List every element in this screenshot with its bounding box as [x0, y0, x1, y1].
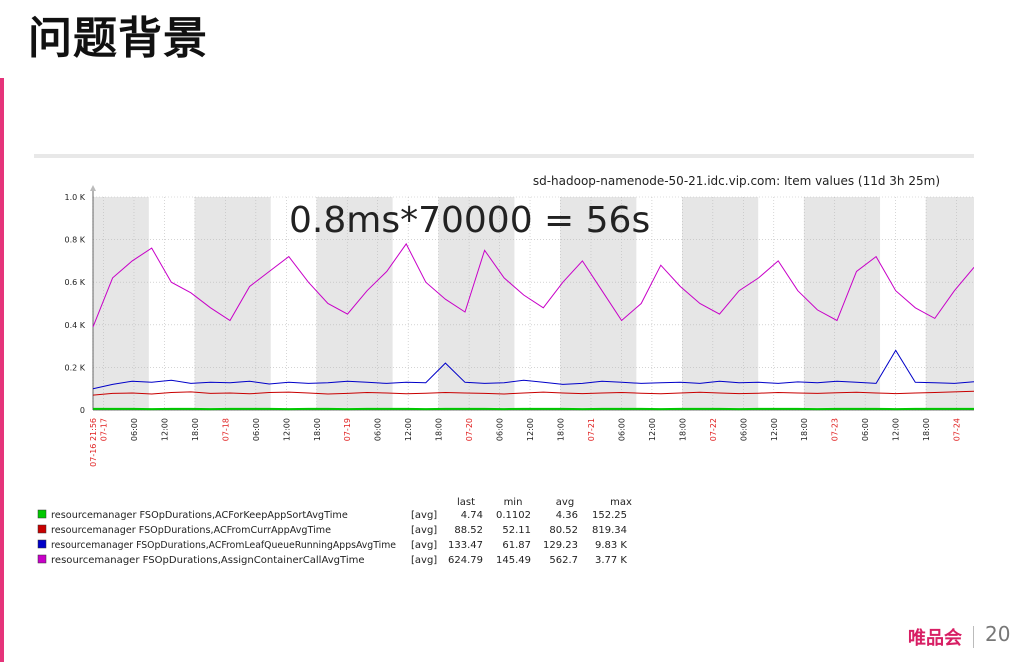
legend-value: 52.11	[502, 525, 531, 536]
x-tick-label: 18:00	[435, 418, 444, 441]
legend-swatch	[37, 524, 47, 534]
legend-header-label: avg	[556, 497, 574, 508]
legend-function: [avg]	[411, 525, 437, 536]
y-tick-label: 0.2 K	[64, 363, 85, 372]
chart-top-divider	[34, 154, 974, 158]
shaded-band	[316, 197, 393, 410]
x-tick-label: 07-20	[465, 418, 474, 441]
shaded-band	[194, 197, 271, 410]
x-tick-label: 06:00	[739, 418, 748, 441]
shaded-band	[925, 197, 974, 410]
zabbix-chart: 0 0.2 K 0.4 K 0.6 K 0.8 K 1.0 K 07-16 21:56 07-…	[34, 154, 974, 584]
x-tick-label: 07-23	[831, 418, 840, 441]
x-tick-label: 07-19	[343, 418, 352, 441]
x-tick-label: 18:00	[191, 418, 200, 441]
series-line	[92, 242, 974, 328]
left-accent-bar	[0, 78, 4, 662]
legend-value: 0.1102	[496, 510, 531, 521]
legend-header-label: last	[457, 497, 475, 508]
legend-series-name: resourcemanager FSOpDurations,ACFromLeaf…	[51, 540, 396, 551]
legend-swatch	[37, 539, 47, 549]
x-tick-label: 07-16 21:56	[89, 418, 98, 467]
x-tick-label: 12:00	[770, 418, 779, 441]
y-tick-label: 0	[80, 406, 85, 415]
x-tick-label: 07-24	[953, 418, 962, 441]
legend-value: 129.23	[543, 540, 578, 551]
legend-swatch	[37, 509, 47, 519]
x-tick-label: 12:00	[160, 418, 169, 441]
x-tick-label: 07-21	[587, 418, 596, 441]
x-tick-label: 18:00	[557, 418, 566, 441]
shaded-band	[560, 197, 637, 410]
legend-value: 61.87	[502, 540, 531, 551]
legend-function: [avg]	[411, 540, 437, 551]
legend-swatch	[37, 554, 47, 564]
y-tick-label: 0.4 K	[64, 321, 85, 330]
brand-separator	[973, 626, 974, 648]
x-tick-label: 12:00	[404, 418, 413, 441]
series-line	[92, 349, 974, 390]
legend-series-name: resourcemanager FSOpDurations,AssignCont…	[51, 555, 365, 566]
legend-value: 4.36	[556, 510, 578, 521]
legend-function: [avg]	[411, 555, 437, 566]
legend-value: 4.74	[461, 510, 483, 521]
x-tick-label: 12:00	[648, 418, 657, 441]
chart-title: sd-hadoop-namenode-50-21.idc.vip.com: It…	[533, 174, 940, 188]
x-tick-label: 12:00	[282, 418, 291, 441]
legend-header-label: max	[610, 497, 632, 508]
legend-value: 3.77 K	[595, 555, 627, 566]
legend-value: 624.79	[448, 555, 483, 566]
legend-series-name: resourcemanager FSOpDurations,ACForKeepA…	[51, 510, 348, 521]
x-tick-label: 12:00	[526, 418, 535, 441]
shaded-band	[803, 197, 881, 410]
shaded-band	[93, 197, 149, 410]
x-tick-label: 07-18	[221, 418, 230, 441]
series-line	[92, 390, 974, 396]
x-tick-label: 18:00	[678, 418, 687, 441]
page-number: 20	[985, 622, 1011, 646]
x-tick-label: 06:00	[617, 418, 626, 441]
legend-value: 9.83 K	[595, 540, 627, 551]
legend-value: 133.47	[448, 540, 483, 551]
x-tick-label: 07-17	[100, 418, 109, 441]
legend-series-name: resourcemanager FSOpDurations,ACFromCurr…	[51, 525, 331, 536]
annotation-text: 0.8ms*70000 = 56s	[289, 200, 651, 241]
chart-svg: 00.2 K0.4 K0.6 K0.8 K1.0 K07-16 21:56 07-…	[37, 174, 974, 566]
x-tick-label: 18:00	[922, 418, 931, 441]
x-tick-label: 18:00	[800, 418, 809, 441]
legend-value: 145.49	[496, 555, 531, 566]
legend-value: 80.52	[549, 525, 578, 536]
legend-value: 819.34	[592, 525, 627, 536]
legend-value: 88.52	[454, 525, 483, 536]
legend-value: 152.25	[592, 510, 627, 521]
y-tick-label: 0.6 K	[64, 278, 85, 287]
x-tick-label: 06:00	[861, 418, 870, 441]
x-tick-label: 12:00	[892, 418, 901, 441]
brand-logo-text: 唯品会	[908, 628, 962, 649]
legend-header-label: min	[504, 497, 523, 508]
x-tick-label: 06:00	[130, 418, 139, 441]
x-tick-label: 07-22	[709, 418, 718, 441]
y-axis-arrow	[90, 185, 96, 191]
legend-function: [avg]	[411, 510, 437, 521]
x-tick-label: 06:00	[252, 418, 261, 441]
legend-value: 562.7	[549, 555, 578, 566]
x-tick-label: 06:00	[374, 418, 383, 441]
y-tick-label: 1.0 K	[64, 193, 85, 202]
y-tick-label: 0.8 K	[64, 236, 85, 245]
slide-title: 问题背景	[28, 13, 208, 64]
x-tick-label: 18:00	[313, 418, 322, 441]
x-tick-label: 06:00	[496, 418, 505, 441]
shaded-band	[682, 197, 759, 410]
shaded-band	[438, 197, 515, 410]
